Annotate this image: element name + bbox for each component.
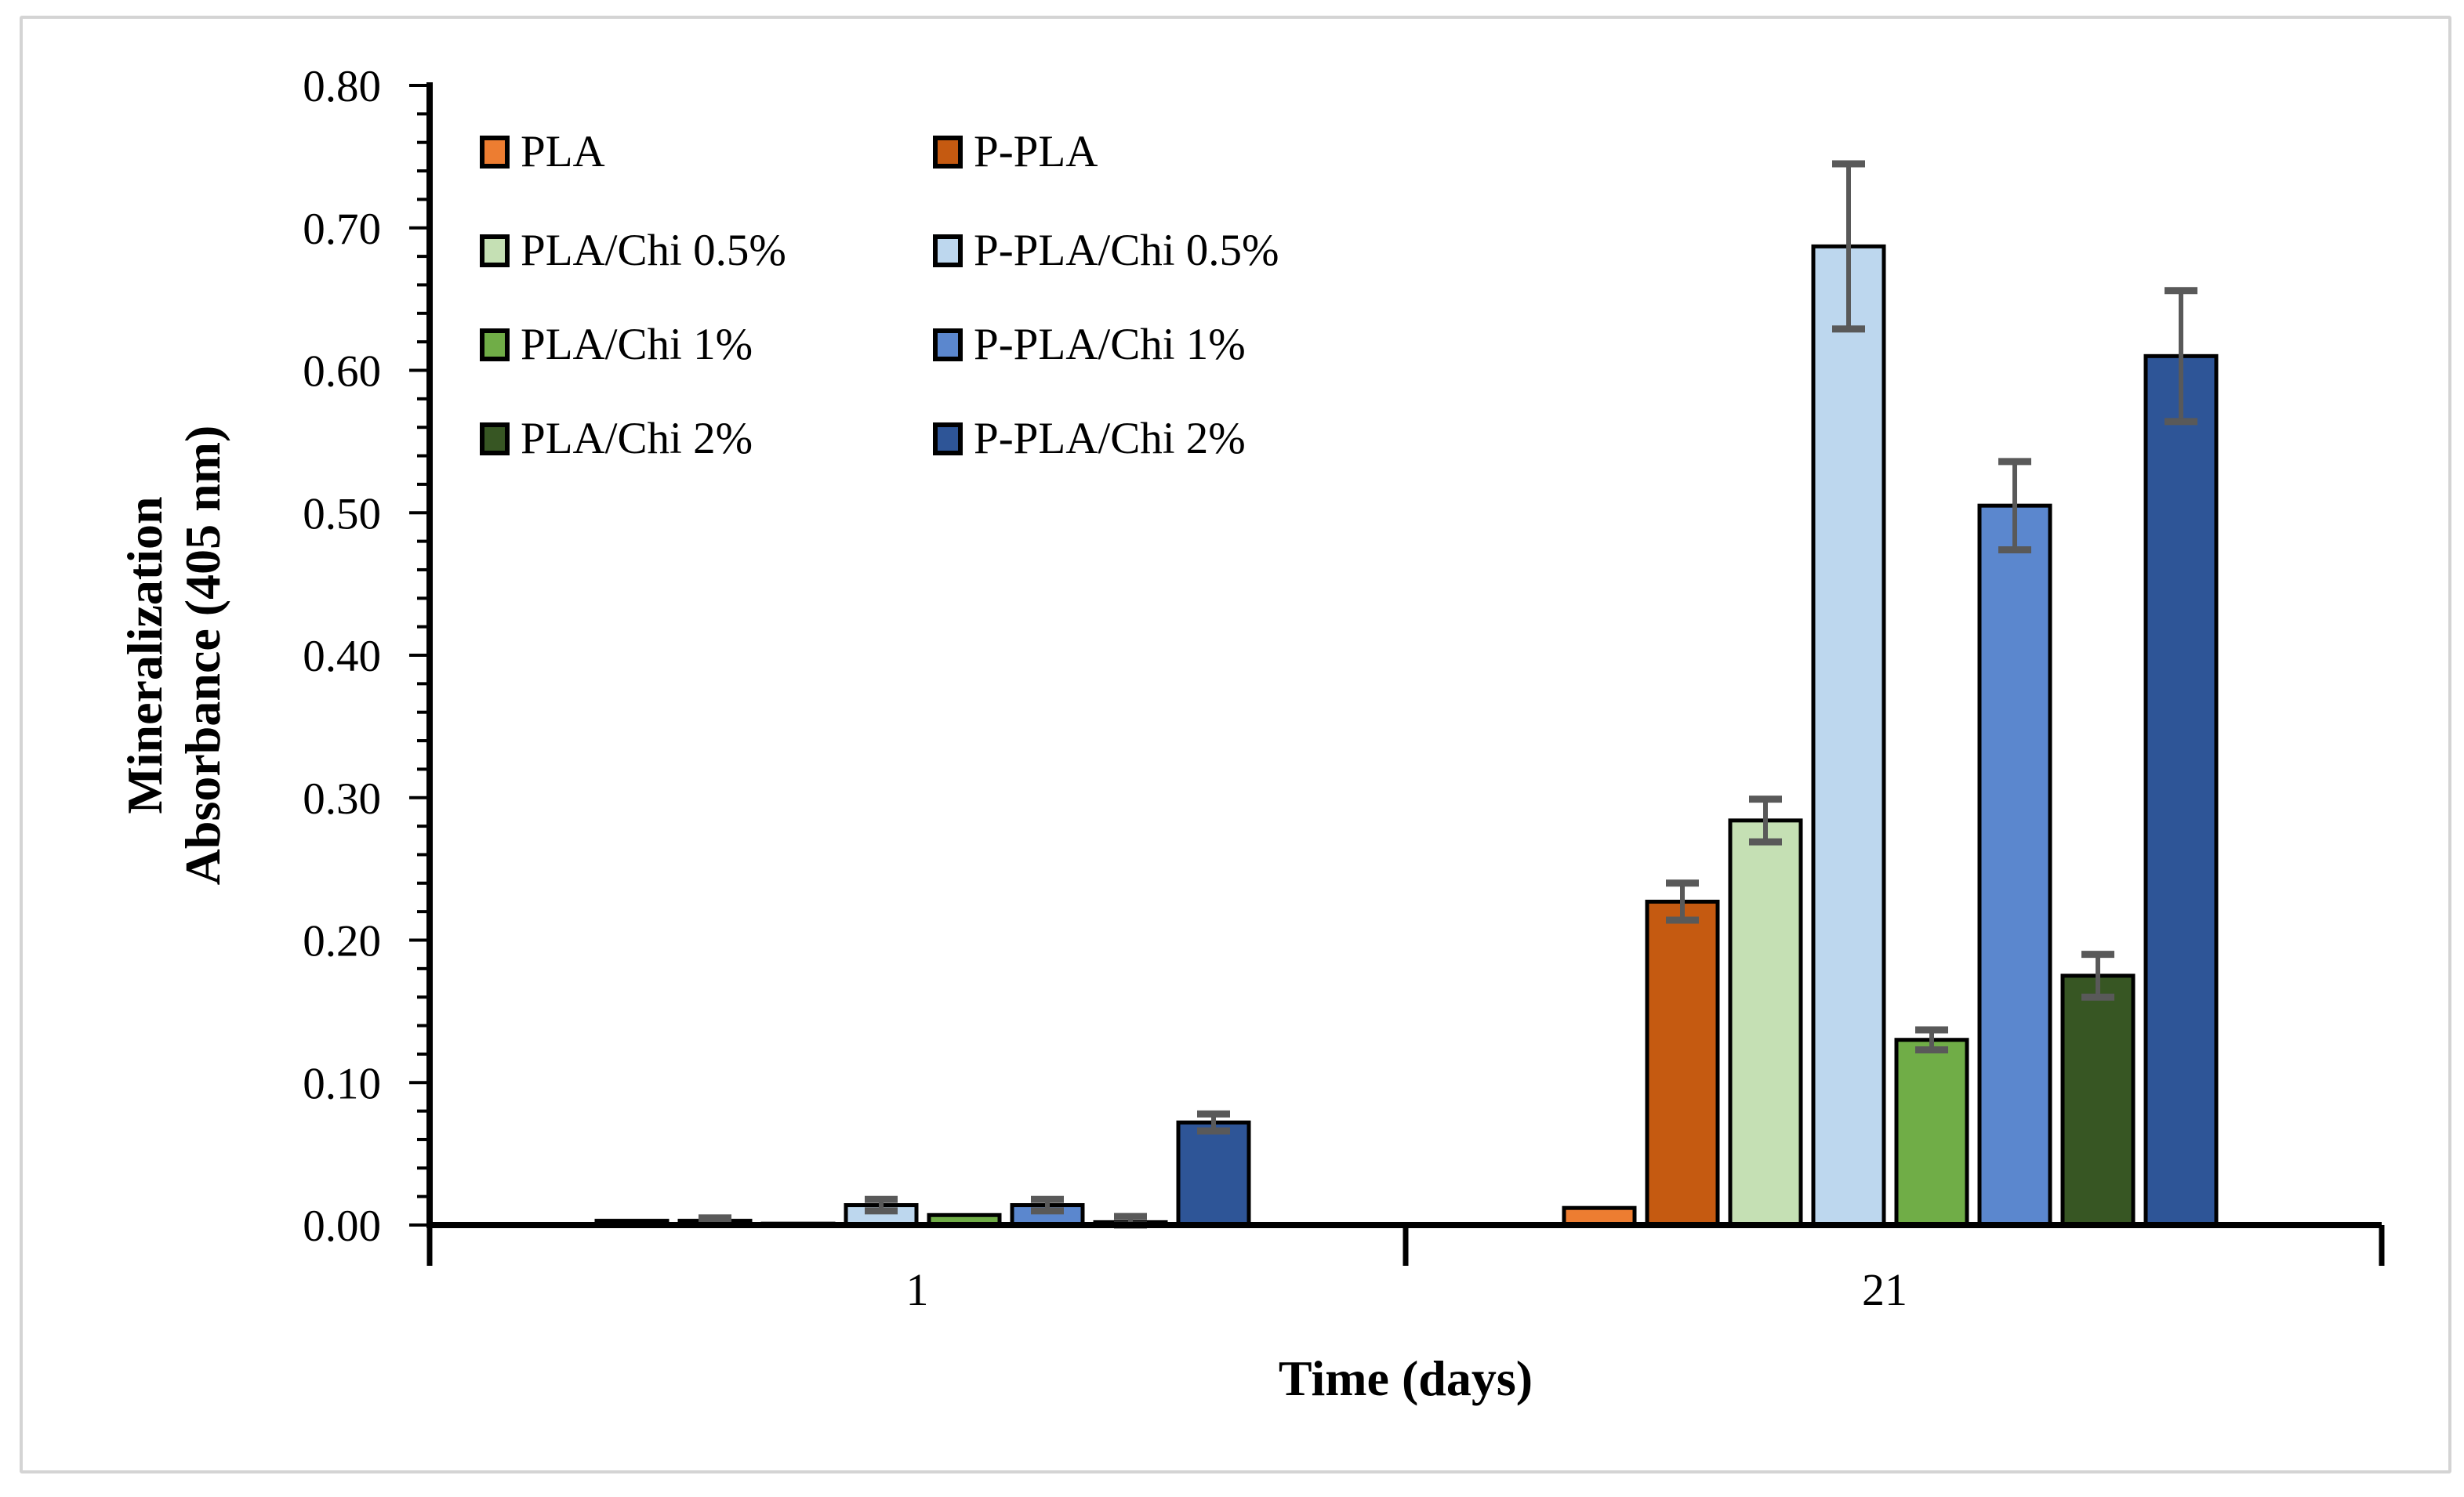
legend-label-p-pla-chi-1: P-PLA/Chi 1% (974, 320, 1246, 369)
y-tick-label: 0.20 (303, 917, 381, 966)
y-tick-label: 0.60 (303, 347, 381, 397)
legend-swatch-p-pla-chi-1 (933, 328, 963, 361)
legend-item-pla-chi-05: PLA/Chi 0.5% (480, 226, 786, 275)
y-tick-label: 0.70 (303, 205, 381, 254)
legend-swatch-p-pla (933, 136, 963, 169)
legend-label-pla-chi-2: PLA/Chi 2% (521, 414, 753, 463)
legend-swatch-p-pla-chi-05 (933, 234, 963, 267)
y-tick-label: 0.00 (303, 1202, 381, 1251)
y-tick-label: 0.40 (303, 632, 381, 681)
legend-swatch-pla (480, 136, 510, 169)
legend-swatch-p-pla-chi-2 (933, 422, 963, 455)
legend-item-p-pla: P-PLA (933, 127, 1098, 176)
legend-item-pla-chi-1: PLA/Chi 1% (480, 320, 753, 369)
legend-swatch-pla-chi-05 (480, 234, 510, 267)
y-axis-title-line2: Absorbance (405 nm) (175, 425, 230, 886)
y-tick-label: 0.10 (303, 1059, 381, 1108)
bar-pla-chi-1--day21 (1894, 1038, 1969, 1227)
bar-p-pla-chi-1--day21 (1977, 503, 2052, 1227)
bar-pla-chi-2--day21 (2060, 973, 2136, 1227)
bar-p-pla-day21 (1645, 899, 1720, 1227)
legend-item-p-pla-chi-05: P-PLA/Chi 0.5% (933, 226, 1279, 275)
bar-p-pla-chi-2--day1 (1176, 1120, 1251, 1227)
legend-label-pla-chi-1: PLA/Chi 1% (521, 320, 753, 369)
category-label: 1 (906, 1264, 929, 1315)
legend-item-pla: PLA (480, 127, 605, 176)
legend-swatch-pla-chi-2 (480, 422, 510, 455)
legend-item-p-pla-chi-1: P-PLA/Chi 1% (933, 320, 1246, 369)
legend-swatch-pla-chi-1 (480, 328, 510, 361)
legend-label-p-pla: P-PLA (974, 127, 1098, 176)
bar-p-pla-chi-0-5--day21 (1811, 244, 1886, 1227)
y-tick-label: 0.50 (303, 489, 381, 538)
legend-label-p-pla-chi-2: P-PLA/Chi 2% (974, 414, 1246, 463)
legend-label-pla-chi-05: PLA/Chi 0.5% (521, 226, 786, 275)
y-tick-label: 0.30 (303, 774, 381, 824)
category-label: 21 (1862, 1264, 1907, 1315)
legend-item-pla-chi-2: PLA/Chi 2% (480, 414, 753, 463)
bar-pla-chi-0-5--day21 (1728, 818, 1803, 1227)
bar-p-pla-chi-2--day21 (2143, 353, 2219, 1227)
y-axis-title-line1: Mineralization (117, 496, 172, 814)
x-axis-title: Time (days) (1278, 1350, 1533, 1406)
legend-label-pla: PLA (521, 127, 605, 176)
y-axis-title: Mineralization Absorbance (405 nm) (116, 426, 232, 886)
legend-label-p-pla-chi-05: P-PLA/Chi 0.5% (974, 226, 1279, 275)
legend-item-p-pla-chi-2: P-PLA/Chi 2% (933, 414, 1246, 463)
y-tick-label: 0.80 (303, 62, 381, 111)
